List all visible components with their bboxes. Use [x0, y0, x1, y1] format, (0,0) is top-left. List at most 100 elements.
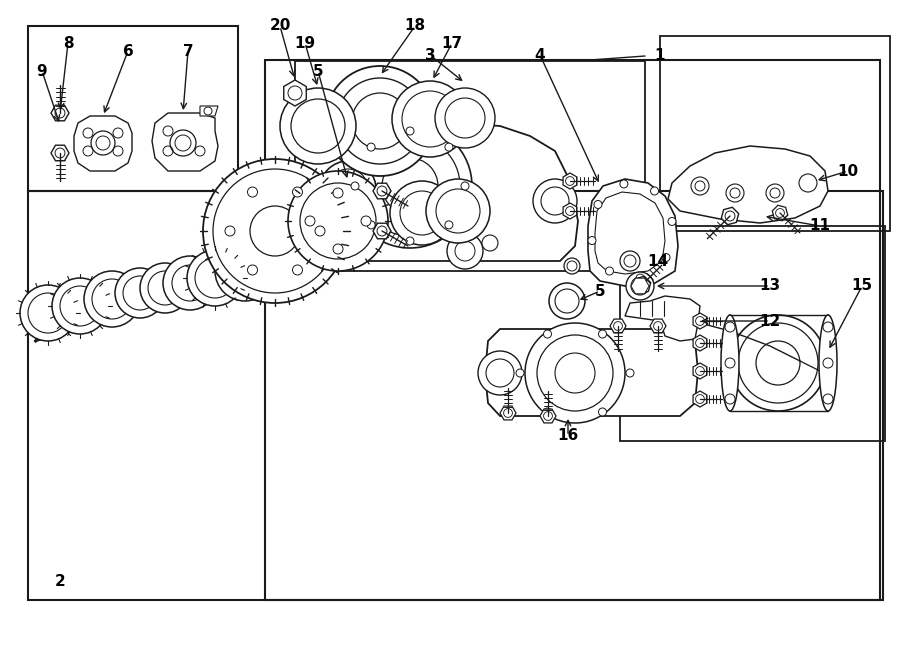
Circle shape [588, 237, 596, 245]
Text: 17: 17 [441, 36, 463, 50]
Text: 18: 18 [404, 19, 426, 34]
Circle shape [163, 256, 217, 310]
Polygon shape [563, 203, 577, 219]
Bar [28, 26, 238, 191]
Circle shape [620, 180, 628, 188]
Text: 10: 10 [837, 163, 859, 178]
Circle shape [20, 285, 76, 341]
Circle shape [140, 263, 190, 313]
Circle shape [367, 143, 375, 151]
Bar [28, 191, 883, 600]
Polygon shape [595, 192, 665, 274]
Circle shape [426, 179, 490, 243]
Polygon shape [721, 208, 739, 225]
Polygon shape [373, 183, 391, 199]
Polygon shape [152, 113, 218, 171]
Circle shape [292, 265, 302, 275]
Text: 19: 19 [294, 36, 316, 50]
Text: 1: 1 [655, 48, 665, 63]
Circle shape [390, 181, 454, 245]
Polygon shape [693, 335, 706, 351]
Circle shape [84, 271, 140, 327]
Circle shape [544, 330, 552, 338]
Polygon shape [631, 278, 649, 293]
Circle shape [668, 217, 676, 225]
Circle shape [406, 237, 414, 245]
Circle shape [305, 216, 315, 226]
Circle shape [606, 267, 614, 275]
Polygon shape [51, 145, 69, 161]
Text: 8: 8 [63, 36, 73, 50]
Bar [295, 61, 645, 271]
Polygon shape [74, 116, 132, 171]
Circle shape [823, 358, 833, 368]
Circle shape [288, 171, 388, 271]
Circle shape [406, 127, 414, 135]
Polygon shape [500, 406, 516, 420]
Circle shape [544, 408, 552, 416]
Circle shape [52, 278, 108, 334]
Text: 7: 7 [183, 44, 194, 59]
Circle shape [725, 358, 735, 368]
Polygon shape [772, 206, 788, 221]
Text: 11: 11 [809, 219, 831, 233]
Circle shape [651, 187, 659, 195]
Circle shape [594, 200, 602, 208]
Polygon shape [610, 319, 626, 333]
Ellipse shape [721, 315, 739, 411]
Circle shape [799, 174, 817, 192]
Circle shape [461, 182, 469, 190]
Circle shape [598, 408, 607, 416]
Text: 9: 9 [37, 63, 48, 79]
Circle shape [248, 187, 257, 197]
Polygon shape [330, 123, 578, 261]
Circle shape [367, 221, 375, 229]
Circle shape [215, 241, 275, 301]
Circle shape [564, 258, 580, 274]
Circle shape [325, 66, 435, 176]
Bar [265, 60, 880, 600]
Text: 6: 6 [122, 44, 133, 59]
Polygon shape [485, 329, 698, 416]
Circle shape [348, 124, 472, 248]
Circle shape [445, 143, 453, 151]
Circle shape [351, 182, 359, 190]
Circle shape [248, 265, 257, 275]
Circle shape [626, 369, 634, 377]
Polygon shape [693, 313, 706, 329]
Text: 3: 3 [425, 48, 436, 63]
Circle shape [725, 322, 735, 332]
Circle shape [333, 188, 343, 198]
Polygon shape [693, 391, 706, 407]
Circle shape [549, 283, 585, 319]
Circle shape [662, 254, 670, 262]
Circle shape [823, 394, 833, 404]
Circle shape [435, 88, 495, 148]
Polygon shape [563, 173, 577, 189]
Circle shape [203, 159, 347, 303]
Bar [660, 36, 890, 231]
Circle shape [478, 351, 522, 395]
Circle shape [725, 394, 735, 404]
Text: 15: 15 [851, 278, 873, 293]
Text: 2: 2 [55, 574, 66, 588]
Polygon shape [588, 179, 678, 286]
Circle shape [320, 161, 376, 217]
Circle shape [447, 233, 483, 269]
Circle shape [392, 81, 468, 157]
Polygon shape [284, 80, 306, 106]
Polygon shape [650, 319, 666, 333]
Circle shape [361, 216, 371, 226]
Polygon shape [693, 363, 706, 379]
Text: 13: 13 [760, 278, 780, 293]
Circle shape [225, 226, 235, 236]
Text: 4: 4 [535, 48, 545, 63]
Ellipse shape [819, 315, 837, 411]
Circle shape [115, 268, 165, 318]
Circle shape [620, 251, 640, 271]
Text: 20: 20 [269, 19, 291, 34]
Circle shape [525, 323, 625, 423]
Polygon shape [51, 105, 69, 121]
Text: 16: 16 [557, 428, 579, 444]
Circle shape [187, 250, 243, 306]
